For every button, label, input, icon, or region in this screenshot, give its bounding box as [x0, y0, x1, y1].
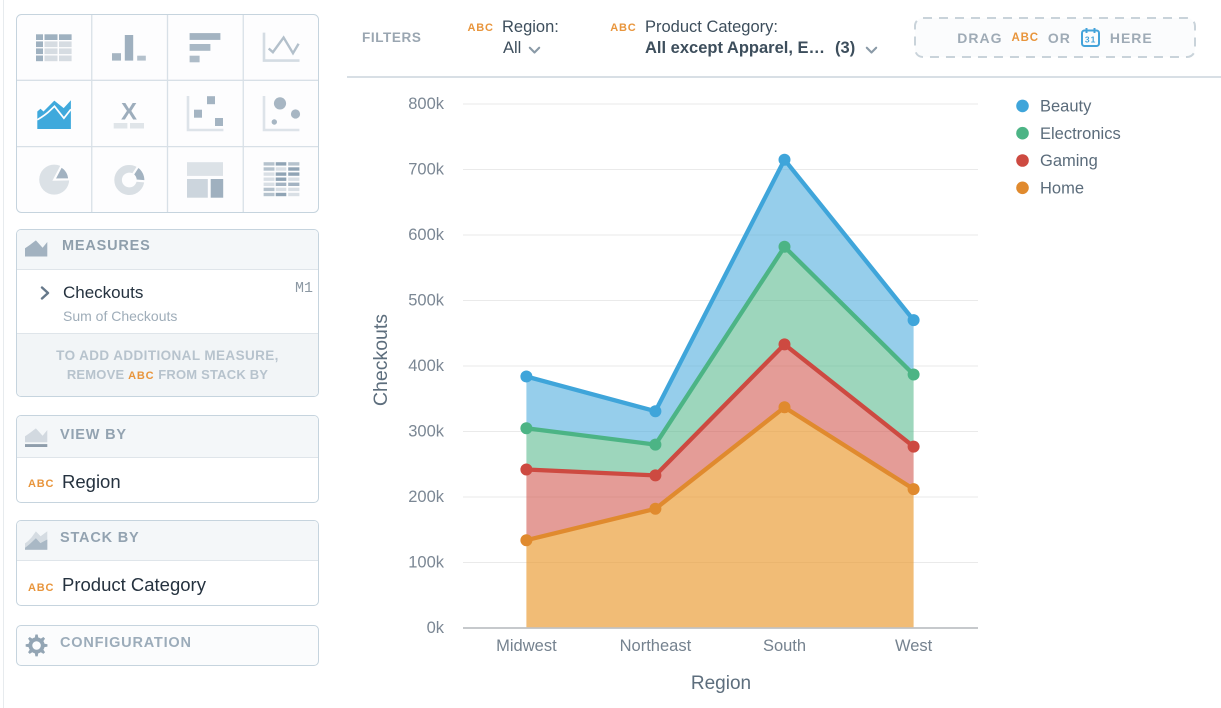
svg-text:Beauty: Beauty — [1040, 98, 1092, 116]
svg-text:100k: 100k — [408, 554, 445, 572]
svg-text:Northeast: Northeast — [620, 637, 692, 655]
svg-text:Electronics: Electronics — [1040, 125, 1121, 143]
svg-text:Checkouts: Checkouts — [370, 314, 392, 406]
svg-text:Home: Home — [1040, 179, 1084, 197]
svg-text:800k: 800k — [408, 95, 445, 113]
svg-text:400k: 400k — [408, 357, 445, 375]
svg-text:31: 31 — [1085, 35, 1096, 45]
svg-text:Gaming: Gaming — [1040, 152, 1098, 170]
svg-text:700k: 700k — [408, 161, 445, 179]
svg-text:600k: 600k — [408, 226, 445, 244]
svg-text:X: X — [121, 99, 137, 126]
svg-text:West: West — [895, 637, 933, 655]
svg-text:Midwest: Midwest — [496, 637, 557, 655]
svg-text:Region: Region — [691, 673, 751, 694]
svg-text:0k: 0k — [427, 619, 445, 637]
svg-text:500k: 500k — [408, 292, 445, 310]
svg-text:South: South — [763, 637, 806, 655]
svg-text:200k: 200k — [408, 488, 445, 506]
svg-text:300k: 300k — [408, 423, 445, 441]
